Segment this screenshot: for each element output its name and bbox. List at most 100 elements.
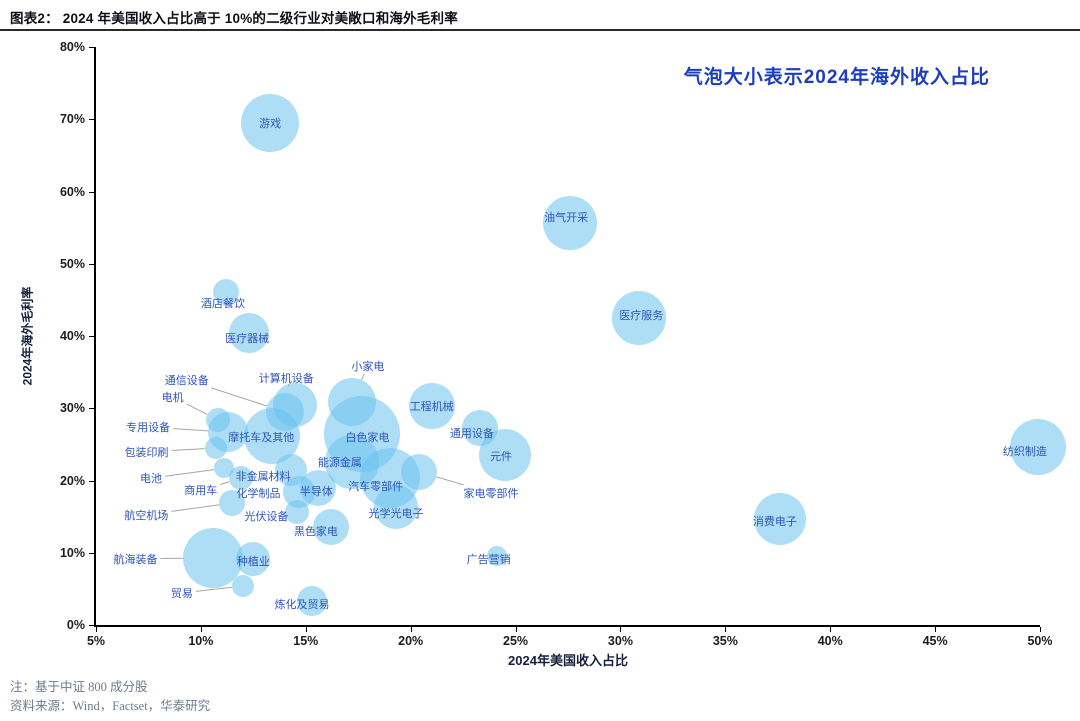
chart-bubble-label: 酒店餐饮 xyxy=(201,297,246,310)
chart-bubble xyxy=(753,492,806,545)
title-divider xyxy=(0,29,1080,31)
chart-bubble xyxy=(486,546,507,567)
chart-bubble-label: 光伏设备 xyxy=(244,511,289,524)
y-tick-mark xyxy=(89,47,94,48)
y-tick-label: 20% xyxy=(59,473,85,488)
chart-bubble xyxy=(228,466,253,491)
chart-bubble-label: 游戏 xyxy=(259,117,282,130)
chart-bubble-label: 能源金属 xyxy=(317,456,362,469)
x-axis-title: 2024年美国收入占比 xyxy=(508,653,628,668)
leader-line xyxy=(186,403,208,415)
x-tick-mark xyxy=(515,627,517,632)
y-tick-label: 70% xyxy=(59,112,85,127)
leader-line xyxy=(436,476,464,486)
chart-bubble-label: 家电零部件 xyxy=(463,487,519,500)
chart-bubble xyxy=(219,489,246,516)
x-tick-mark xyxy=(305,627,307,632)
chart-bubble-label: 黑色家电 xyxy=(293,525,338,538)
chart-bubble-label: 摩托车及其他 xyxy=(228,431,295,444)
chart-bubble-label: 包装印刷 xyxy=(124,446,169,459)
x-tick-label: 40% xyxy=(817,634,843,648)
chart-bubble-label: 医疗服务 xyxy=(619,309,664,322)
leader-line xyxy=(220,481,230,485)
chart-bubble-label: 白色家电 xyxy=(345,432,390,445)
chart-bubble-label: 专用设备 xyxy=(126,422,171,435)
y-tick-label: 50% xyxy=(59,256,85,271)
leader-line xyxy=(171,504,220,512)
footer: 注：基于中证 800 成分股 资料来源：Wind，Factset，华泰研究 xyxy=(10,678,210,717)
chart-bubble-label: 电机 xyxy=(161,391,184,404)
leader-line xyxy=(173,428,209,432)
y-tick-mark xyxy=(89,625,94,626)
x-tick-label: 25% xyxy=(503,634,529,648)
chart-bubble-label: 航海装备 xyxy=(113,553,158,566)
y-tick-mark xyxy=(89,480,94,482)
chart-bubble-label: 化学制品 xyxy=(236,488,281,501)
y-tick-mark xyxy=(89,552,94,554)
x-tick-mark xyxy=(96,627,97,632)
x-tick-mark xyxy=(1040,627,1041,632)
chart-bubble-label: 光学光电子 xyxy=(368,508,424,521)
chart-bubble xyxy=(231,574,254,597)
chart-bubble-label: 消费电子 xyxy=(752,515,797,528)
chart-bubble xyxy=(408,383,455,430)
chart-bubble-label: 医疗器械 xyxy=(225,333,270,346)
chart-bubble-label: 通信设备 xyxy=(164,374,209,387)
chart-bubble-label: 小家电 xyxy=(351,360,385,373)
chart-bubble xyxy=(241,93,300,152)
y-axis-title: 2024年海外毛利率 xyxy=(20,286,35,386)
y-tick-label: 80% xyxy=(59,40,85,54)
chart-bubble-label: 非金属材料 xyxy=(235,470,291,483)
y-tick-label: 60% xyxy=(59,184,85,199)
chart-bubble xyxy=(213,278,240,305)
x-tick-label: 50% xyxy=(1027,634,1053,648)
chart-bubble xyxy=(236,542,271,577)
y-tick-label: 40% xyxy=(59,329,85,343)
y-tick-mark xyxy=(89,119,94,121)
chart-bubble xyxy=(373,485,418,530)
chart-bubble-label: 贸易 xyxy=(170,587,193,600)
chart-bubble-label: 电池 xyxy=(139,473,162,486)
chart-bubble xyxy=(285,500,310,525)
chart-bubble xyxy=(312,508,349,545)
leader-line xyxy=(195,586,232,592)
x-tick-mark xyxy=(725,627,727,632)
x-tick-mark xyxy=(620,627,622,632)
source-note: 资料来源：Wind，Factset，华泰研究 xyxy=(10,699,211,714)
leader-line xyxy=(171,448,205,452)
chart-bubble xyxy=(229,313,270,354)
y-tick-mark xyxy=(89,408,94,410)
bubble-size-annotation: 气泡大小表示2024年海外收入占比 xyxy=(683,67,990,88)
chart-bubble-label: 商用车 xyxy=(184,485,218,498)
chart-bubble-label: 纺织制造 xyxy=(1002,446,1047,459)
x-tick-mark xyxy=(830,627,832,632)
chart-bubble xyxy=(204,436,227,459)
y-tick-mark xyxy=(89,263,94,265)
chart-bubble-label: 油气开采 xyxy=(544,212,589,225)
leader-line xyxy=(361,373,365,381)
chart-bubble xyxy=(300,469,337,506)
chart-bubble xyxy=(479,429,532,482)
plot-area: 5% 10% 15% 20% 25% 30% 35% 40% 45% 50% 0% 10% 20% 30%… xyxy=(60,40,1066,648)
chart-bubble-label: 元件 xyxy=(490,451,513,464)
chart-bubble-label: 航空机场 xyxy=(124,509,169,522)
y-tick-label: 10% xyxy=(59,545,85,560)
chart-bubble-label: 通用设备 xyxy=(449,427,494,440)
x-tick-mark xyxy=(410,627,412,632)
chart-bubble-label: 工程机械 xyxy=(409,401,454,414)
chart-bubble-label: 计算机设备 xyxy=(258,373,314,386)
leader-line xyxy=(211,387,267,407)
x-tick-label: 5% xyxy=(86,634,106,648)
chart-bubble xyxy=(183,527,244,588)
chart-bubble xyxy=(612,290,667,345)
y-tick-label: 0% xyxy=(66,618,85,632)
chart-title: 图表2： 2024 年美国收入占比高于 10%的二级行业对美敞口和海外毛利率 xyxy=(10,11,458,26)
chart-bubble xyxy=(297,586,328,617)
x-tick-label: 45% xyxy=(922,634,948,648)
x-tick-label: 30% xyxy=(607,634,633,648)
chart-bubble-label: 汽车零部件 xyxy=(348,481,404,494)
chart-bubble xyxy=(401,453,438,490)
x-tick-label: 15% xyxy=(293,634,319,648)
chart-bubble-label: 炼化及贸易 xyxy=(274,599,330,612)
chart-bubble-label: 半导体 xyxy=(299,485,333,498)
